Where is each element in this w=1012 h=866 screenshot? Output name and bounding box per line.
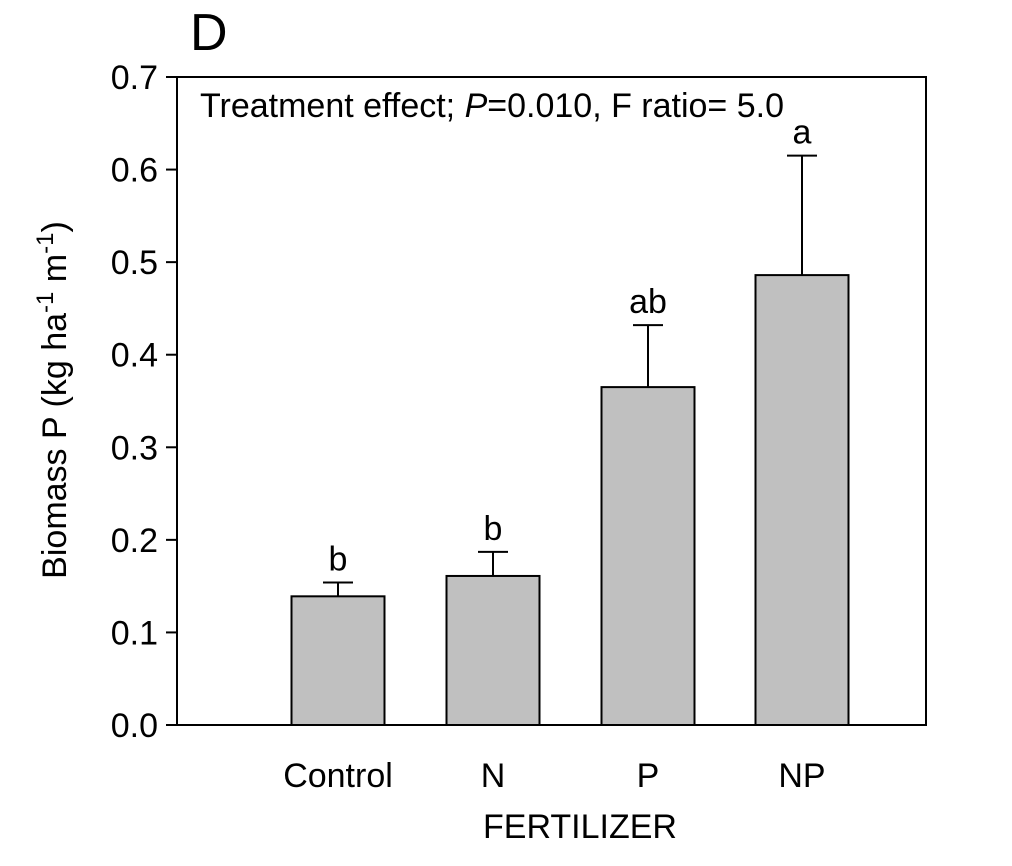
x-tick-label: P	[637, 757, 660, 795]
y-tick-label: 0.4	[111, 337, 158, 375]
x-tick-labels: Control N P NP	[283, 757, 825, 795]
y-tick-label: 0.0	[111, 707, 158, 745]
bar-np	[754, 274, 850, 726]
significance-label: ab	[629, 283, 667, 321]
x-tick-label: NP	[778, 757, 825, 795]
y-axis-label-mid: m	[36, 254, 74, 292]
bar-p	[600, 386, 696, 726]
y-axis-label-main: Biomass P (kg ha	[36, 313, 74, 579]
y-tick-label: 0.1	[111, 614, 158, 652]
y-axis-label-sup2: -1	[32, 233, 59, 254]
y-tick-label: 0.3	[111, 429, 158, 467]
x-tick-label: N	[481, 757, 506, 795]
x-axis-label: FERTILIZER	[483, 808, 677, 846]
significance-label: b	[329, 540, 348, 578]
annotation-p-symbol: P	[465, 87, 488, 125]
y-tick-label: 0.2	[111, 522, 158, 560]
annotation: Treatment effect; P=0.010, F ratio= 5.0	[200, 87, 784, 125]
y-axis-label: Biomass P (kg ha-1 m-1)	[32, 221, 74, 579]
y-tick-label: 0.5	[111, 244, 158, 282]
panel-label: D	[190, 4, 228, 62]
significance-labels: b b ab a	[329, 114, 812, 579]
y-axis-label-end: )	[36, 221, 74, 232]
y-axis-label-sup1: -1	[32, 292, 59, 313]
error-bars	[323, 154, 817, 597]
y-tick-label: 0.7	[111, 59, 158, 97]
bars	[290, 274, 850, 727]
significance-label: b	[484, 510, 503, 548]
plot-frame	[176, 76, 927, 726]
y-tick-label: 0.6	[111, 152, 158, 190]
y-ticks: 0.0 0.1 0.2 0.3 0.4 0.5 0.6 0.7	[111, 59, 177, 745]
bar-control	[290, 595, 386, 727]
annotation-prefix: Treatment effect;	[200, 87, 465, 125]
annotation-suffix: =0.010, F ratio= 5.0	[487, 87, 784, 125]
significance-label: a	[793, 114, 812, 152]
x-tick-label: Control	[283, 757, 393, 795]
bar-n	[445, 574, 541, 727]
